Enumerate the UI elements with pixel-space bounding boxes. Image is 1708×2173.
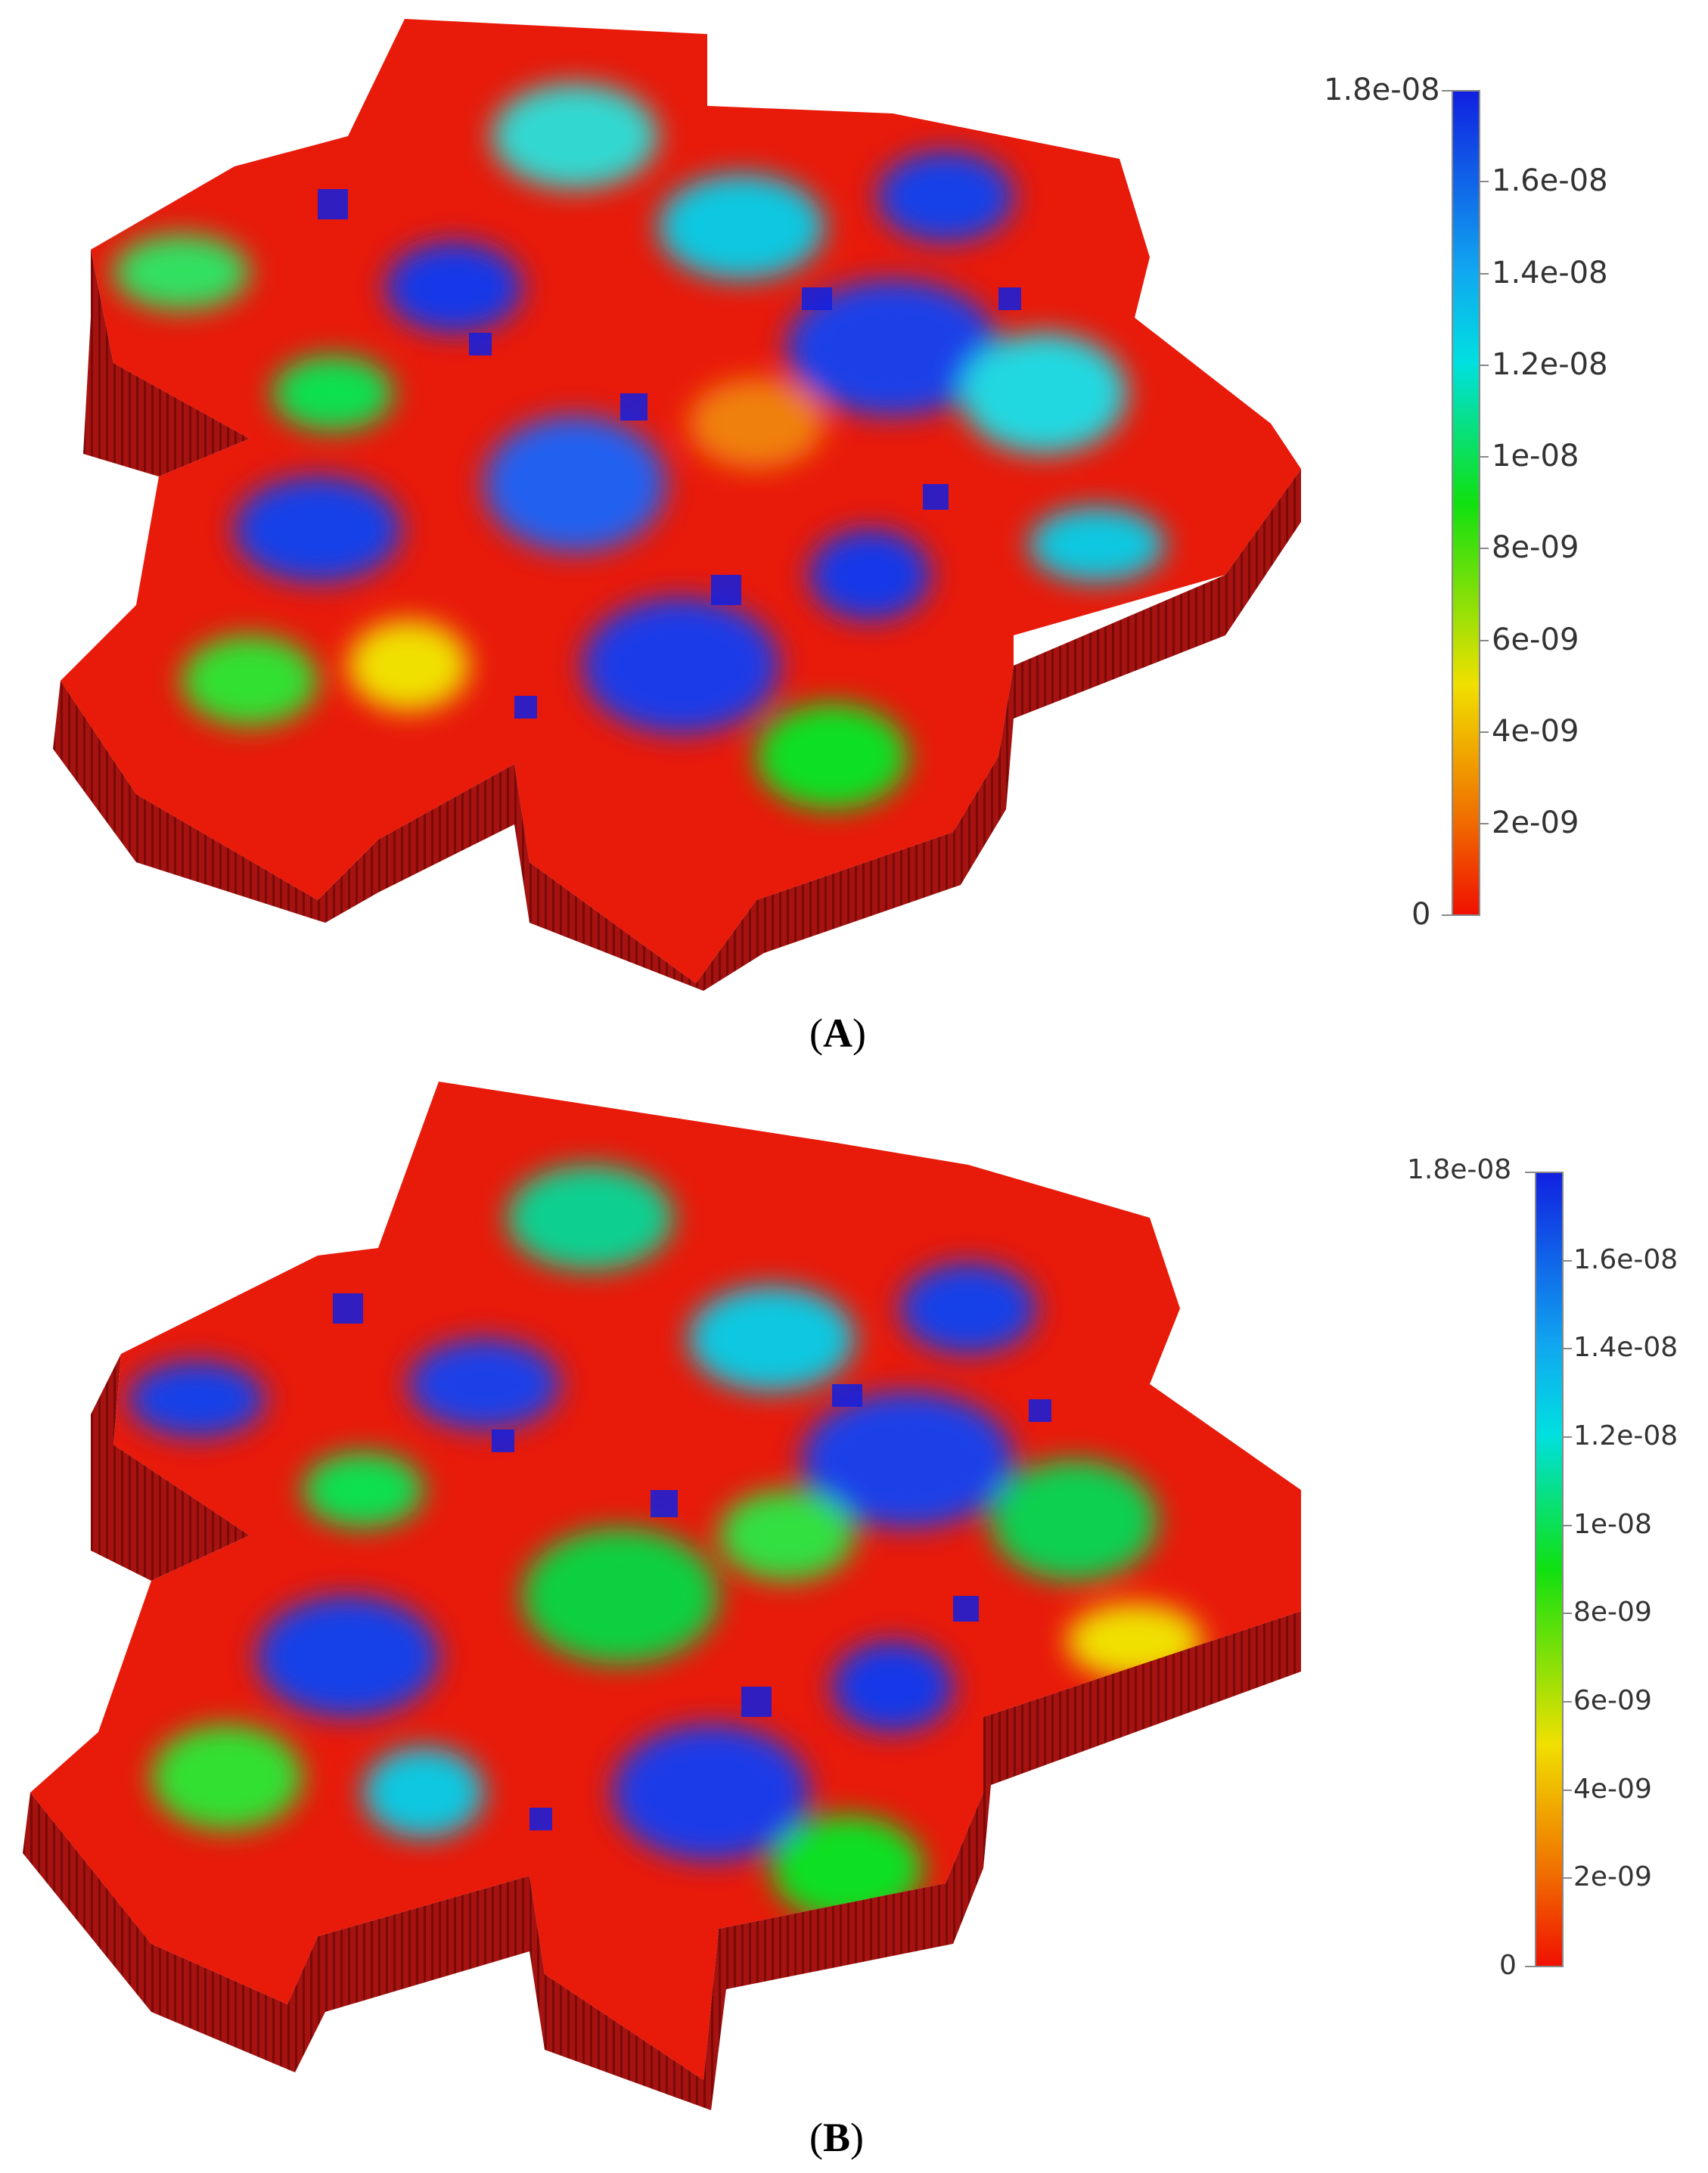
- side-wall: [53, 469, 1301, 991]
- tick-label: 1.6e-08: [1573, 1244, 1678, 1275]
- tick-label: 1.4e-08: [1492, 256, 1608, 290]
- tick-label: 1e-08: [1573, 1509, 1652, 1540]
- permeability-surface: [61, 19, 1301, 983]
- tick-label: 0: [1499, 1950, 1517, 1981]
- panel-label-b: (B): [809, 2115, 864, 2160]
- reservoir-render-a: [53, 19, 1301, 991]
- colorbar-a: 1.8e-08 1.6e-08 1.4e-08 1.2e-08 1e-08 8e…: [1316, 73, 1694, 932]
- reservoir-render-b: [23, 1082, 1301, 2110]
- tick-label: 8e-09: [1573, 1597, 1652, 1628]
- side-wall: [23, 1611, 1301, 2110]
- panel-label-a: (A): [809, 1010, 866, 1056]
- tick-label: 1.6e-08: [1492, 163, 1608, 198]
- colorbar-b: 1.8e-08 1.6e-08 1.4e-08 1.2e-08 1e-08 8e…: [1331, 1154, 1702, 2012]
- tick-label: 1e-08: [1492, 439, 1579, 473]
- colorbar-gradient: [1525, 1172, 1572, 1967]
- tick-label: 6e-09: [1573, 1685, 1652, 1716]
- colorbar-gradient: [1442, 90, 1489, 916]
- tick-label: 6e-09: [1492, 622, 1579, 657]
- tick-label: 1.4e-08: [1573, 1332, 1678, 1363]
- tick-label: 4e-09: [1492, 714, 1579, 749]
- tick-label: 8e-09: [1492, 530, 1579, 565]
- permeability-surface: [30, 1082, 1301, 2080]
- tick-label: 1.2e-08: [1573, 1420, 1678, 1451]
- panel-b: 1.8e-08 1.6e-08 1.4e-08 1.2e-08 1e-08 8e…: [0, 1066, 1708, 2173]
- tick-label: 1.2e-08: [1492, 347, 1608, 382]
- panel-a: 1.8e-08 1.6e-08 1.4e-08 1.2e-08 1e-08 8e…: [0, 0, 1708, 1066]
- tick-label: 2e-09: [1492, 806, 1579, 840]
- tick-label: 4e-09: [1573, 1774, 1652, 1805]
- tick-label: 0: [1411, 897, 1431, 932]
- tick-label: 1.8e-08: [1407, 1154, 1512, 1185]
- tick-label: 2e-09: [1573, 1861, 1652, 1892]
- tick-label: 1.8e-08: [1324, 73, 1440, 107]
